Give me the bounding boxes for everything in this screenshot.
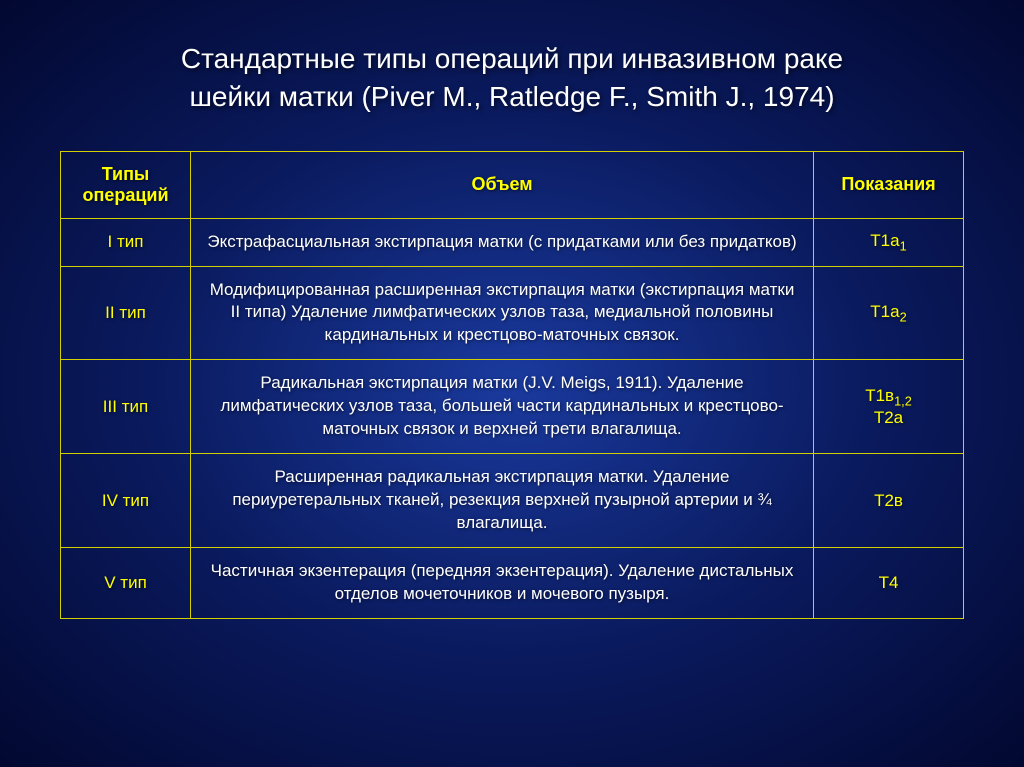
slide: Стандартные типы операций при инвазивном… xyxy=(0,0,1024,649)
cell-type: V тип xyxy=(61,547,191,618)
col-header-volume: Объем xyxy=(191,151,814,218)
table-body: I тип Экстрафасциальная экстирпация матк… xyxy=(61,218,964,618)
cell-volume: Радикальная экстирпация матки (J.V. Meig… xyxy=(191,360,814,454)
cell-type: I тип xyxy=(61,218,191,266)
table-row: I тип Экстрафасциальная экстирпация матк… xyxy=(61,218,964,266)
cell-type: II тип xyxy=(61,266,191,360)
title-line-1: Стандартные типы операций при инвазивном… xyxy=(181,43,843,74)
table-row: IV тип Расширенная радикальная экстирпац… xyxy=(61,454,964,548)
title-line-2: шейки матки (Piver M., Ratledge F., Smit… xyxy=(189,81,834,112)
cell-type: IV тип xyxy=(61,454,191,548)
cell-indication: T1a1 xyxy=(814,218,964,266)
table-row: II тип Модифицированная расширенная экст… xyxy=(61,266,964,360)
table-row: V тип Частичная экзентерация (передняя э… xyxy=(61,547,964,618)
cell-indication: T1a2 xyxy=(814,266,964,360)
cell-volume: Расширенная радикальная экстирпация матк… xyxy=(191,454,814,548)
cell-indication: T2в xyxy=(814,454,964,548)
slide-title: Стандартные типы операций при инвазивном… xyxy=(60,40,964,116)
cell-volume: Экстрафасциальная экстирпация матки (с п… xyxy=(191,218,814,266)
cell-indication: T1в1,2T2a xyxy=(814,360,964,454)
cell-volume: Частичная экзентерация (передняя экзенте… xyxy=(191,547,814,618)
cell-volume: Модифицированная расширенная экстирпация… xyxy=(191,266,814,360)
col-header-indication: Показания xyxy=(814,151,964,218)
table-header-row: Типы операций Объем Показания xyxy=(61,151,964,218)
operations-table: Типы операций Объем Показания I тип Экст… xyxy=(60,151,964,619)
cell-indication: T4 xyxy=(814,547,964,618)
cell-type: III тип xyxy=(61,360,191,454)
table-row: III тип Радикальная экстирпация матки (J… xyxy=(61,360,964,454)
col-header-type: Типы операций xyxy=(61,151,191,218)
